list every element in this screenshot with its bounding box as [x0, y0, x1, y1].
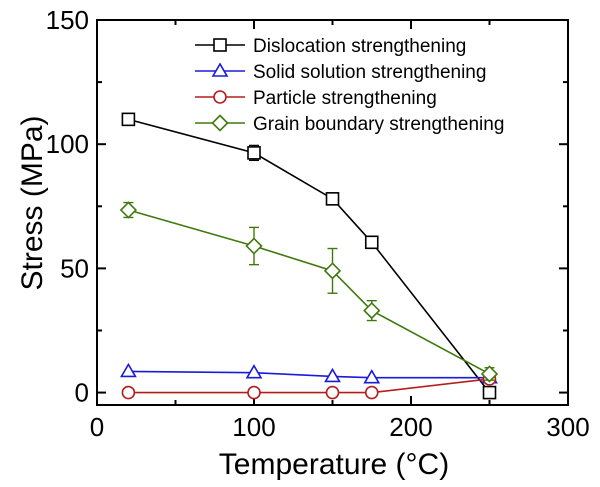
- legend-label: Dislocation strengthening: [253, 36, 466, 57]
- plot-layer: 0 100 200 300 0 50 100 150 Dislocation strengthe…: [46, 5, 590, 442]
- data-point: [121, 112, 136, 127]
- x-axis-title: Temperature (°C): [219, 448, 449, 481]
- series-line: [128, 118, 491, 394]
- legend-label: Grain boundary strengthening: [253, 114, 504, 135]
- y-tick-label: 100: [46, 129, 89, 159]
- data-point: [120, 362, 137, 378]
- data-point: [247, 146, 261, 160]
- data-point: [121, 385, 136, 400]
- data-point: [363, 301, 381, 320]
- data-point: [323, 262, 342, 280]
- data-point: [325, 192, 340, 206]
- y-tick-label: 0: [75, 378, 89, 408]
- legend-label: Particle strengthening: [253, 88, 437, 109]
- x-tick-label: 0: [90, 412, 104, 442]
- legend-label: Solid solution strengthening: [253, 62, 486, 83]
- series-line: [128, 378, 490, 394]
- data-point: [482, 385, 497, 400]
- data-point: [245, 237, 263, 255]
- x-tick-label: 100: [232, 412, 275, 442]
- data-point: [245, 364, 263, 379]
- x-tick-label: 200: [389, 412, 432, 442]
- y-tick-label: 50: [60, 253, 89, 283]
- series-line: [128, 370, 490, 379]
- series-line: [128, 209, 490, 375]
- data-point: [480, 365, 499, 383]
- data-point: [364, 235, 379, 250]
- legend-marker: [211, 62, 229, 77]
- legend-marker: [213, 90, 227, 104]
- legend-marker: [211, 114, 229, 132]
- data-point: [325, 385, 340, 400]
- data-point: [119, 201, 138, 219]
- x-tick-label: 300: [546, 412, 589, 442]
- y-axis-title: Stress (MPa): [16, 115, 49, 290]
- data-point: [247, 385, 261, 400]
- data-point: [324, 367, 341, 383]
- legend-marker: [213, 38, 227, 52]
- y-tick-label: 150: [46, 5, 89, 35]
- data-point: [364, 385, 379, 400]
- data-point: [363, 369, 381, 384]
